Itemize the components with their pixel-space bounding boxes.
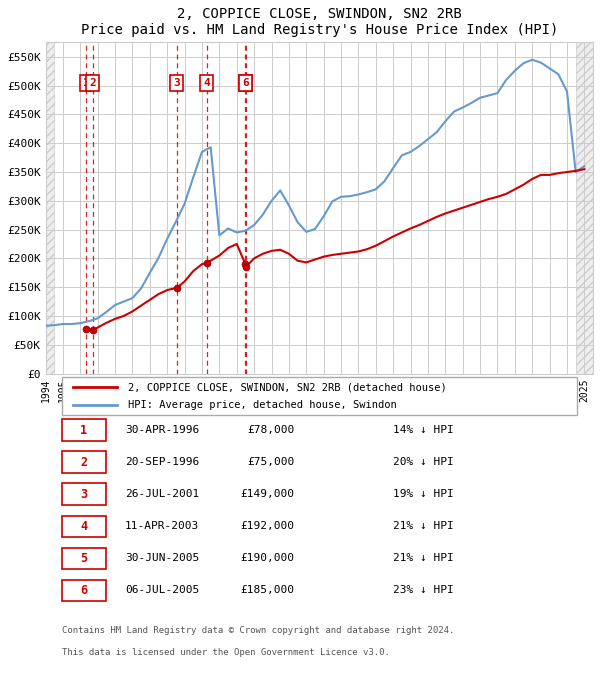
Text: £149,000: £149,000 <box>241 489 295 499</box>
Text: 1: 1 <box>80 424 88 437</box>
Text: 5: 5 <box>80 552 88 565</box>
Text: 4: 4 <box>203 78 210 88</box>
Text: 3: 3 <box>173 78 181 88</box>
Text: 21% ↓ HPI: 21% ↓ HPI <box>393 554 454 563</box>
Text: Contains HM Land Registry data © Crown copyright and database right 2024.: Contains HM Land Registry data © Crown c… <box>62 626 454 634</box>
Title: 2, COPPICE CLOSE, SWINDON, SN2 2RB
Price paid vs. HM Land Registry's House Price: 2, COPPICE CLOSE, SWINDON, SN2 2RB Price… <box>80 7 558 37</box>
Text: 30-JUN-2005: 30-JUN-2005 <box>125 554 199 563</box>
FancyBboxPatch shape <box>62 452 106 473</box>
FancyBboxPatch shape <box>62 515 106 537</box>
Text: 23% ↓ HPI: 23% ↓ HPI <box>393 585 454 596</box>
Text: £78,000: £78,000 <box>247 425 295 435</box>
Text: £192,000: £192,000 <box>241 522 295 531</box>
Text: 2: 2 <box>89 78 96 88</box>
Text: 20-SEP-1996: 20-SEP-1996 <box>125 457 199 467</box>
Text: 20% ↓ HPI: 20% ↓ HPI <box>393 457 454 467</box>
Text: £75,000: £75,000 <box>247 457 295 467</box>
Text: 6: 6 <box>80 584 88 597</box>
Text: 06-JUL-2005: 06-JUL-2005 <box>125 585 199 596</box>
FancyBboxPatch shape <box>62 483 106 505</box>
Text: 26-JUL-2001: 26-JUL-2001 <box>125 489 199 499</box>
Text: HPI: Average price, detached house, Swindon: HPI: Average price, detached house, Swin… <box>128 401 397 410</box>
Text: 14% ↓ HPI: 14% ↓ HPI <box>393 425 454 435</box>
FancyBboxPatch shape <box>62 420 106 441</box>
Text: 30-APR-1996: 30-APR-1996 <box>125 425 199 435</box>
Text: 4: 4 <box>80 520 88 533</box>
Bar <box>575 42 593 373</box>
Text: 3: 3 <box>80 488 88 500</box>
Bar <box>46 42 54 373</box>
Text: £190,000: £190,000 <box>241 554 295 563</box>
Text: 19% ↓ HPI: 19% ↓ HPI <box>393 489 454 499</box>
Text: 2: 2 <box>80 456 88 469</box>
FancyBboxPatch shape <box>62 377 577 415</box>
FancyBboxPatch shape <box>62 547 106 569</box>
Text: 1: 1 <box>83 78 89 88</box>
Text: 5: 5 <box>242 78 249 88</box>
Text: This data is licensed under the Open Government Licence v3.0.: This data is licensed under the Open Gov… <box>62 648 390 657</box>
FancyBboxPatch shape <box>62 579 106 601</box>
Text: 6: 6 <box>242 78 249 88</box>
Text: 21% ↓ HPI: 21% ↓ HPI <box>393 522 454 531</box>
Text: £185,000: £185,000 <box>241 585 295 596</box>
Text: 2, COPPICE CLOSE, SWINDON, SN2 2RB (detached house): 2, COPPICE CLOSE, SWINDON, SN2 2RB (deta… <box>128 382 446 392</box>
Text: 11-APR-2003: 11-APR-2003 <box>125 522 199 531</box>
